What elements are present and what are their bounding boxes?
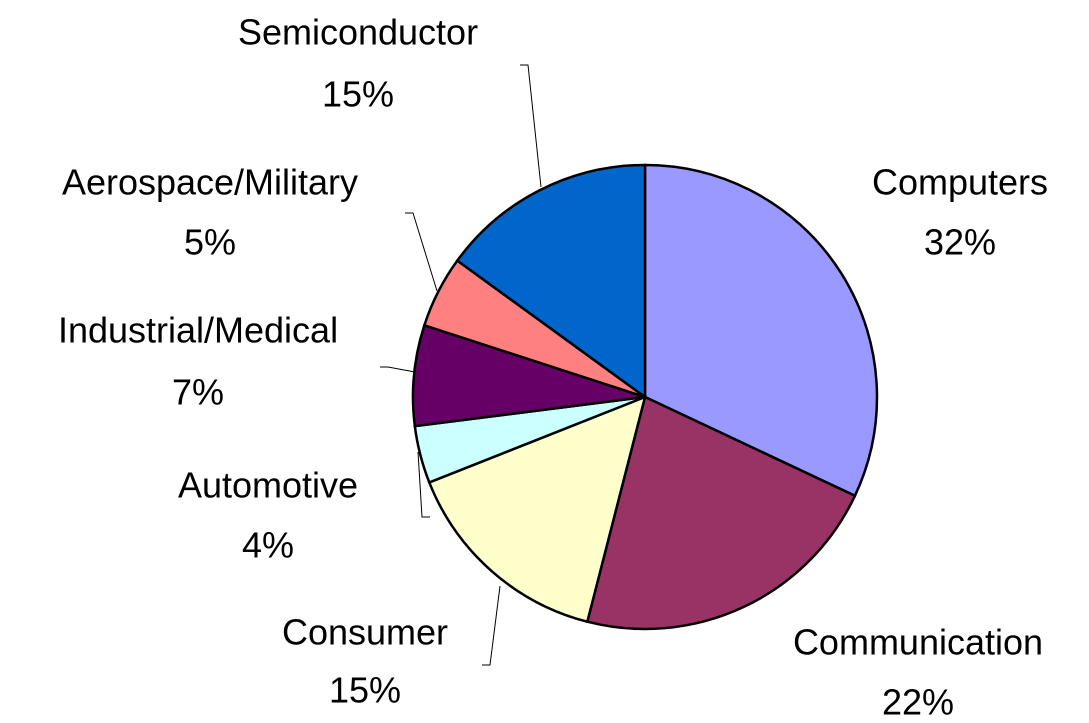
pie-slice [643,163,879,498]
leader-line [380,366,416,373]
slice-value-label: 15% [322,74,394,115]
slice-value-label: 22% [882,682,954,723]
pie-slice [455,163,647,400]
leader-line [520,64,542,188]
pie-slice [411,323,646,428]
pie-slice [427,394,647,624]
leader-line [482,585,501,666]
slice-value-label: 4% [242,525,294,566]
slice-label: Aerospace/Military [62,162,358,203]
pie-slice [585,395,857,631]
slice-label: Automotive [178,465,358,506]
slice-label: Communication [793,622,1043,663]
slice-label: Semiconductor [238,12,478,53]
slice-value-label: 5% [184,222,236,263]
slice-label: Industrial/Medical [58,310,338,351]
slice-value-label: 7% [172,372,224,413]
leader-lines [380,64,542,666]
slice-value-label: 32% [924,222,996,263]
slice-label: Consumer [282,612,448,653]
slice-label: Computers [872,162,1048,203]
leader-line [417,451,430,518]
slice-value-label: 15% [329,670,401,711]
leader-line [405,212,438,292]
